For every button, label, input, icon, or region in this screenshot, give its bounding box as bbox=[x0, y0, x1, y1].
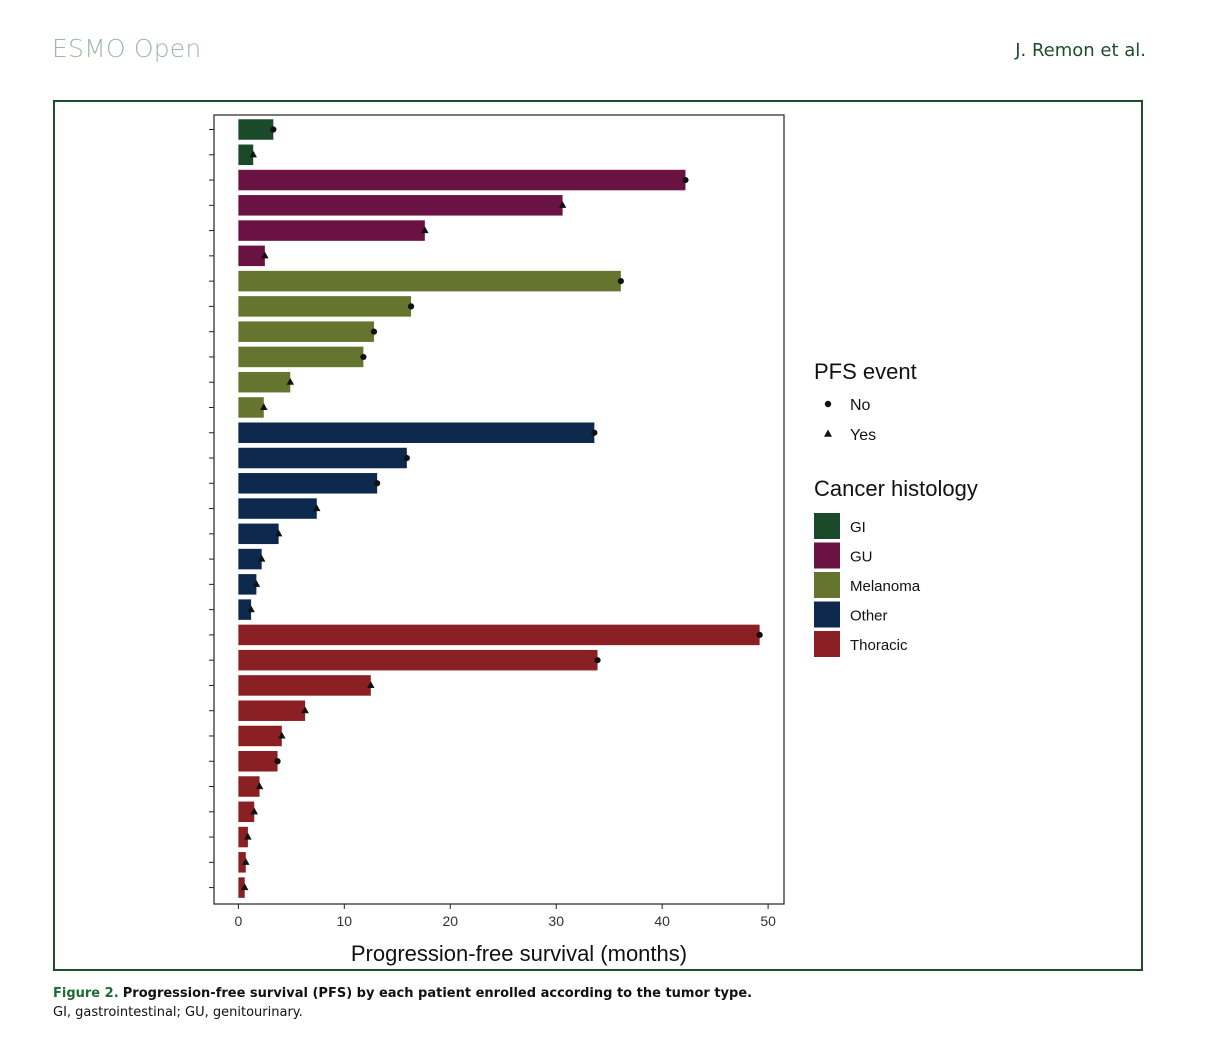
event-yes-marker-29 bbox=[244, 832, 252, 840]
legend-event-title: PFS event bbox=[814, 359, 917, 384]
x-tick-label-30: 30 bbox=[548, 913, 564, 929]
event-yes-marker-17 bbox=[274, 529, 283, 537]
event-no-marker-8 bbox=[407, 303, 415, 310]
event-yes-marker-27 bbox=[255, 782, 264, 790]
bar-melanoma-11 bbox=[238, 371, 291, 393]
event-no-marker-22 bbox=[594, 657, 601, 664]
figure-note: GI, gastrointestinal; GU, genitourinary. bbox=[53, 1005, 303, 1020]
legend-swatch-thoracic bbox=[814, 631, 840, 657]
bar-thoracic-27 bbox=[238, 776, 260, 797]
bar-gu-4 bbox=[238, 195, 563, 216]
bar-other-15 bbox=[238, 473, 378, 494]
event-no-marker-3 bbox=[682, 176, 689, 184]
event-yes-marker-24 bbox=[301, 706, 309, 714]
legend-event-label-no: No bbox=[850, 397, 871, 414]
bar-thoracic-21 bbox=[238, 624, 760, 646]
figure-title: Progression-free survival (PFS) by each … bbox=[122, 986, 753, 1001]
author-line: J. Remon et al. bbox=[1015, 40, 1146, 61]
legend-histology-title: Cancer histology bbox=[814, 476, 978, 501]
bar-gu-5 bbox=[238, 220, 425, 241]
event-yes-marker-31 bbox=[240, 883, 249, 891]
event-yes-marker-30 bbox=[242, 858, 250, 865]
x-tick-label-50: 50 bbox=[760, 913, 776, 929]
event-yes-marker-18 bbox=[257, 554, 266, 562]
legend-label-melanoma: Melanoma bbox=[850, 578, 921, 595]
event-no-marker-14 bbox=[403, 454, 410, 462]
event-no-marker-26 bbox=[274, 758, 281, 765]
event-no-marker-13 bbox=[591, 429, 598, 436]
bar-other-13 bbox=[238, 422, 595, 443]
figure-label: Figure 2. bbox=[53, 986, 119, 1001]
x-tick-label-40: 40 bbox=[654, 913, 670, 929]
legend-event-label-yes: Yes bbox=[850, 427, 876, 444]
event-yes-marker-4 bbox=[558, 201, 567, 208]
bar-other-17 bbox=[238, 523, 279, 545]
bar-thoracic-30 bbox=[238, 852, 246, 873]
bar-thoracic-31 bbox=[238, 877, 245, 898]
legend-swatch-other bbox=[814, 601, 840, 628]
bar-thoracic-29 bbox=[238, 826, 248, 848]
event-no-marker-15 bbox=[374, 480, 381, 487]
event-yes-marker-11 bbox=[286, 378, 295, 385]
legend: PFS event No Yes Cancer histology GI GU Melano… bbox=[814, 359, 978, 657]
x-axis-label: Progression-free survival (months) bbox=[351, 941, 687, 966]
bar-thoracic-28 bbox=[238, 801, 255, 823]
legend-event-no-marker bbox=[824, 400, 832, 408]
event-yes-marker-23 bbox=[367, 681, 375, 689]
event-yes-marker-19 bbox=[252, 580, 261, 587]
bar-thoracic-22 bbox=[238, 649, 598, 671]
event-no-marker-21 bbox=[756, 631, 763, 639]
pfs-bar-chart: 0 10 20 30 40 50 Progression-free survival (mo… bbox=[209, 114, 978, 966]
bar-melanoma-9 bbox=[238, 321, 374, 342]
event-yes-marker-2 bbox=[249, 150, 257, 158]
legend-swatch-gi bbox=[814, 513, 840, 539]
event-yes-marker-5 bbox=[421, 226, 429, 234]
axes-layer: 0 10 20 30 40 50 Progression-free survival (mo… bbox=[209, 114, 785, 966]
legend-swatch-gu bbox=[814, 542, 840, 569]
bars-layer bbox=[238, 119, 760, 898]
legend-event-yes-marker bbox=[824, 429, 832, 437]
bar-gi-1 bbox=[238, 119, 274, 140]
bar-thoracic-26 bbox=[238, 751, 278, 772]
markers-layer bbox=[240, 126, 763, 891]
event-yes-marker-6 bbox=[261, 251, 269, 259]
event-yes-marker-20 bbox=[247, 605, 255, 613]
legend-label-other: Other bbox=[850, 608, 888, 625]
event-no-marker-9 bbox=[370, 328, 378, 335]
bar-thoracic-24 bbox=[238, 700, 306, 721]
bar-melanoma-12 bbox=[238, 397, 264, 418]
legend-swatch-melanoma bbox=[814, 572, 840, 598]
bar-other-19 bbox=[238, 574, 257, 595]
bar-other-14 bbox=[238, 447, 407, 469]
legend-label-gu: GU bbox=[850, 549, 873, 566]
x-tick-label-0: 0 bbox=[234, 913, 242, 929]
event-yes-marker-16 bbox=[313, 504, 321, 512]
figure-frame: 0 10 20 30 40 50 Progression-free survival (mo… bbox=[53, 100, 1143, 971]
event-no-marker-7 bbox=[617, 278, 624, 285]
bar-other-18 bbox=[238, 548, 262, 570]
figure-caption: Figure 2. Progression-free survival (PFS… bbox=[53, 984, 1153, 1022]
bar-melanoma-7 bbox=[238, 270, 621, 292]
legend-label-gi: GI bbox=[850, 519, 866, 536]
x-tick-label-10: 10 bbox=[337, 913, 353, 929]
bar-melanoma-8 bbox=[238, 296, 412, 317]
event-no-marker-10 bbox=[360, 353, 367, 361]
event-no-marker-1 bbox=[270, 126, 277, 133]
bar-thoracic-25 bbox=[238, 725, 282, 747]
bar-other-20 bbox=[238, 599, 252, 620]
event-yes-marker-28 bbox=[250, 807, 259, 815]
plot-panel-border bbox=[213, 114, 785, 905]
bar-melanoma-10 bbox=[238, 346, 364, 368]
bar-gu-3 bbox=[238, 169, 686, 191]
bar-other-16 bbox=[238, 498, 317, 519]
bar-gu-6 bbox=[238, 245, 265, 267]
bar-gi-2 bbox=[238, 144, 254, 166]
event-yes-marker-12 bbox=[260, 403, 268, 411]
journal-name: ESMO Open bbox=[52, 34, 202, 63]
bar-thoracic-23 bbox=[238, 675, 371, 696]
legend-label-thoracic: Thoracic bbox=[850, 637, 908, 654]
x-tick-label-20: 20 bbox=[442, 913, 458, 929]
event-yes-marker-25 bbox=[278, 731, 286, 739]
